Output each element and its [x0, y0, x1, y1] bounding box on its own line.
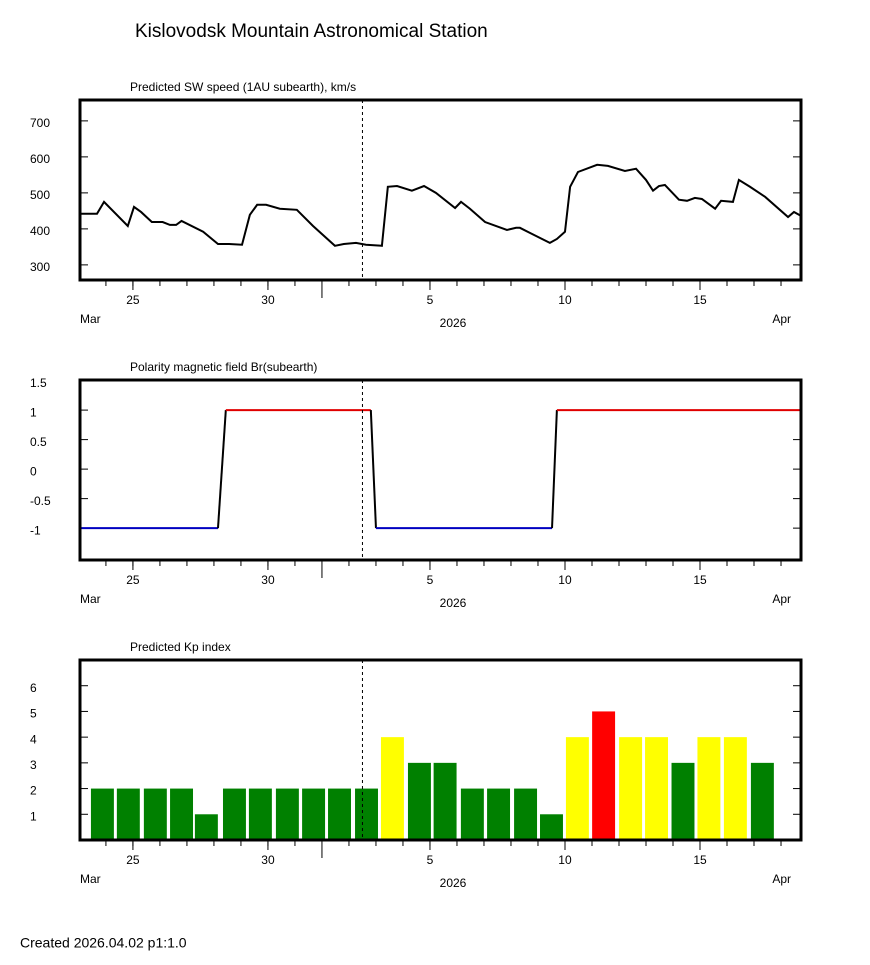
polarity-segment	[216, 410, 227, 529]
kp-bar	[90, 788, 114, 840]
x-tick-label: 25	[126, 853, 140, 867]
kp-bar	[671, 762, 695, 840]
kp-bar	[355, 788, 378, 840]
kp-bar	[619, 737, 643, 840]
x-tick-label: 15	[693, 293, 707, 307]
kp-bar	[275, 788, 299, 840]
sw-speed-line	[80, 163, 802, 247]
kp-bar	[433, 762, 457, 840]
x-period-label: Mar	[80, 592, 101, 606]
x-tick-label: 30	[261, 853, 275, 867]
kp-bar	[222, 788, 246, 840]
polarity-segment	[369, 410, 377, 529]
kp-bar	[248, 788, 272, 840]
x-period-label: Apr	[772, 592, 791, 606]
x-tick-label: 5	[427, 573, 434, 587]
plot-frame	[78, 378, 803, 562]
y-tick-label: 2	[30, 784, 37, 798]
y-tick-label: 0.5	[30, 435, 47, 449]
y-tick-label: 0	[30, 464, 37, 478]
panel-title: Predicted SW speed (1AU subearth), km/s	[130, 80, 356, 94]
y-tick-label: 700	[30, 116, 50, 130]
x-tick-label: 30	[261, 573, 275, 587]
x-tick-label: 5	[427, 853, 434, 867]
y-tick-label: 3	[30, 758, 37, 772]
y-tick-label: 600	[30, 152, 50, 166]
y-tick-label: 1	[30, 809, 37, 823]
kp-bar	[592, 711, 616, 840]
x-period-label: Mar	[80, 312, 101, 326]
kp-bar	[302, 788, 326, 840]
x-tick-label: 30	[261, 293, 275, 307]
x-tick-label: 5	[427, 293, 434, 307]
y-tick-label: 400	[30, 224, 50, 238]
y-tick-label: -1	[30, 523, 41, 537]
x-tick-label: 25	[126, 573, 140, 587]
kp-bar	[380, 737, 404, 840]
x-period-label: 2026	[440, 876, 467, 890]
kp-bar	[194, 814, 218, 840]
kp-bar	[116, 788, 140, 840]
kp-bar	[723, 737, 747, 840]
panel-title: Polarity magnetic field Br(subearth)	[130, 360, 317, 374]
x-tick-label: 10	[558, 573, 572, 587]
kp-bar	[565, 737, 589, 840]
x-period-label: 2026	[440, 316, 467, 330]
x-period-label: 2026	[440, 596, 467, 610]
kp-bar	[514, 788, 538, 840]
plot-frame	[78, 98, 803, 282]
kp-bar	[750, 762, 774, 840]
footer: Created 2026.04.02 p1:1.0	[20, 935, 187, 951]
kp-bar	[460, 788, 484, 840]
kp-bar	[170, 788, 194, 840]
y-tick-label: 500	[30, 188, 50, 202]
kp-bar	[697, 737, 721, 840]
x-period-label: Mar	[80, 872, 101, 886]
kp-bar	[407, 762, 431, 840]
panel-title: Predicted Kp index	[130, 640, 231, 654]
x-tick-label: 15	[693, 573, 707, 587]
x-tick-label: 15	[693, 853, 707, 867]
y-tick-label: 6	[30, 681, 37, 695]
y-tick-label: -0.5	[30, 494, 51, 508]
x-period-label: Apr	[772, 312, 791, 326]
x-tick-label: 10	[558, 293, 572, 307]
y-tick-label: 4	[30, 732, 37, 746]
kp-bar	[328, 788, 351, 840]
kp-bar	[487, 788, 511, 840]
plot-frame	[78, 658, 803, 842]
y-tick-label: 1.5	[30, 376, 47, 390]
y-tick-label: 1	[30, 405, 37, 419]
kp-bar	[143, 788, 167, 840]
kp-bar	[540, 814, 563, 840]
x-period-label: Apr	[772, 872, 791, 886]
page-title: Kislovodsk Mountain Astronomical Station	[135, 21, 488, 42]
y-tick-label: 300	[30, 260, 50, 274]
x-tick-label: 10	[558, 853, 572, 867]
kp-bar	[645, 737, 669, 840]
polarity-segment	[551, 410, 558, 529]
x-tick-label: 25	[126, 293, 140, 307]
y-tick-label: 5	[30, 707, 37, 721]
